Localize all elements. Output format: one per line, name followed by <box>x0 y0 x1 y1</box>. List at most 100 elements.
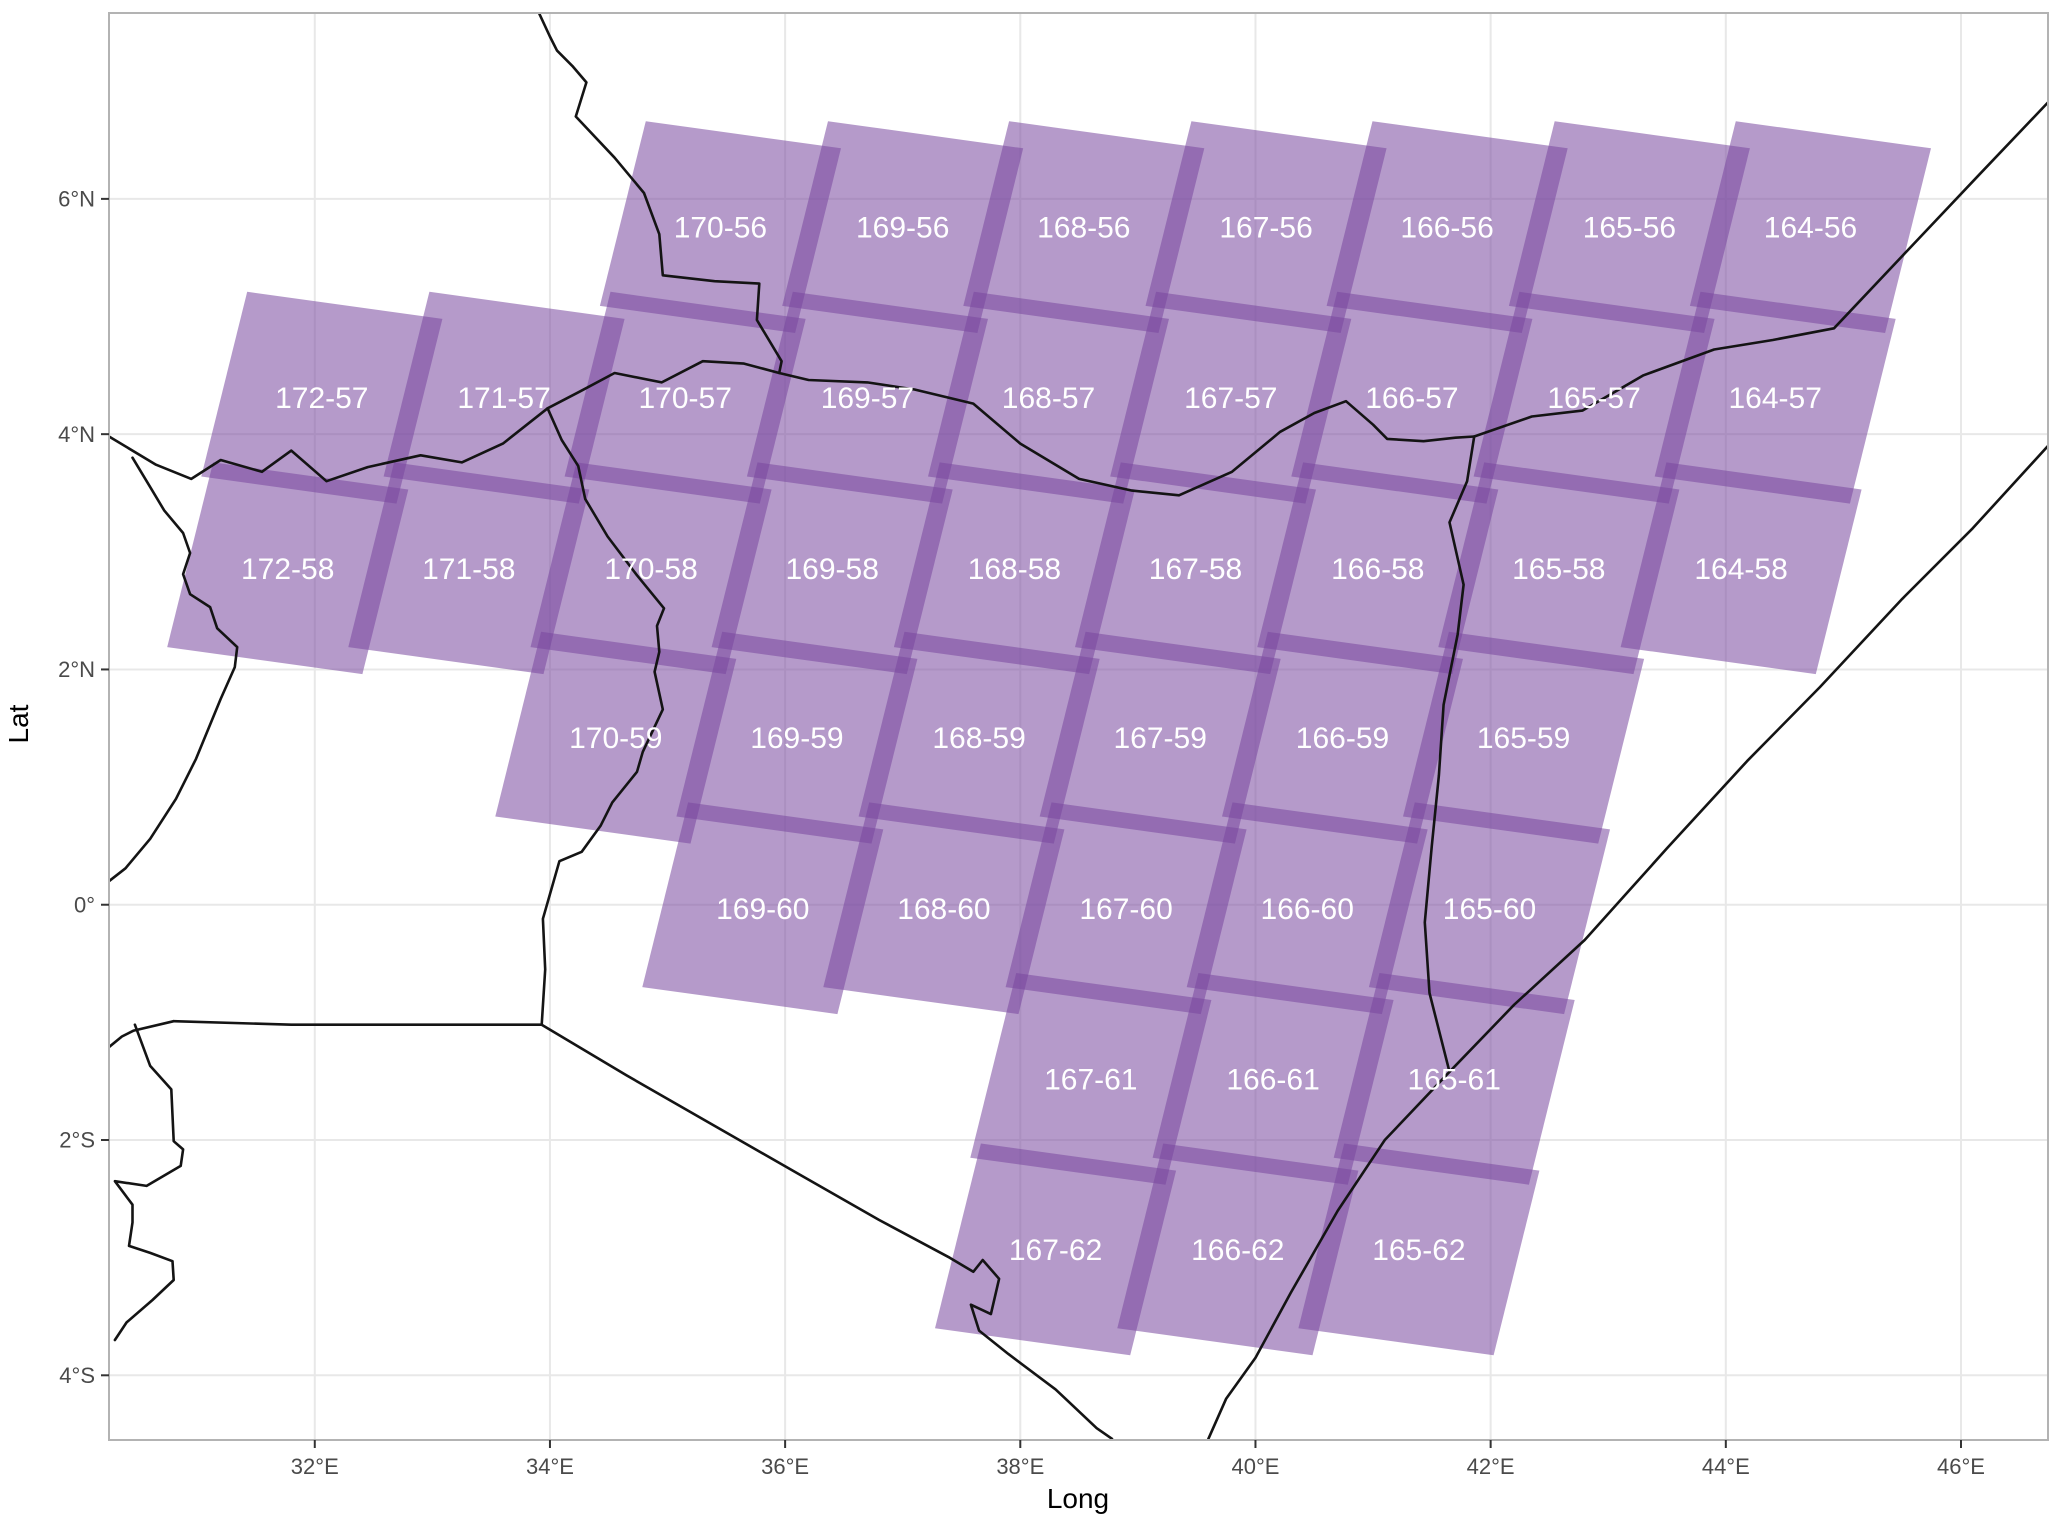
tile-166-61 <box>1152 973 1394 1185</box>
tile-171-57 <box>383 291 625 504</box>
tile-label-170-57: 170-57 <box>638 382 731 415</box>
tile-166-60 <box>1186 802 1428 1015</box>
country-borders <box>109 13 2048 1440</box>
tile-label-165-61: 165-61 <box>1407 1063 1500 1096</box>
tile-168-56 <box>963 121 1205 333</box>
tile-167-57 <box>1110 291 1352 504</box>
tile-label-172-58: 172-58 <box>241 553 334 586</box>
tile-167-56 <box>1145 121 1387 333</box>
x-axis: 32°E 34°E 36°E 38°E 40°E 42°E 44°E 46°E <box>291 1440 1985 1479</box>
border-kenya_uganda <box>540 406 666 1026</box>
tile-170-58 <box>530 462 772 675</box>
tile-label-170-56: 170-56 <box>674 212 767 245</box>
tile-label-167-58: 167-58 <box>1149 553 1242 586</box>
tile-label-167-56: 167-56 <box>1219 212 1312 245</box>
tile-168-59 <box>858 631 1100 844</box>
tile-label-166-62: 166-62 <box>1191 1234 1284 1267</box>
border-rwanda_uganda <box>109 1019 175 1049</box>
x-tick-label-44: 44°E <box>1702 1454 1750 1479</box>
tile-label-168-57: 168-57 <box>1002 382 1095 415</box>
tile-label-169-59: 169-59 <box>750 722 843 755</box>
y-tick-label--2: 2°S <box>59 1128 95 1153</box>
tile-169-58 <box>711 462 953 675</box>
tile-166-58 <box>1257 462 1499 675</box>
tile-165-57 <box>1473 291 1715 504</box>
tile-label-167-57: 167-57 <box>1184 382 1277 415</box>
tile-166-56 <box>1326 121 1568 333</box>
border-coastline <box>1207 444 2048 1440</box>
tile-167-62 <box>935 1143 1177 1356</box>
tile-165-60 <box>1368 802 1610 1015</box>
tile-167-61 <box>970 973 1212 1185</box>
tile-164-58 <box>1620 462 1862 675</box>
x-tick-label-42: 42°E <box>1467 1454 1515 1479</box>
tile-label-166-57: 166-57 <box>1365 382 1458 415</box>
tile-170-59 <box>495 631 737 844</box>
tile-168-60 <box>823 802 1065 1015</box>
tile-169-57 <box>746 291 988 504</box>
tile-label-167-59: 167-59 <box>1113 722 1206 755</box>
tile-167-60 <box>1005 802 1247 1015</box>
tile-label-168-56: 168-56 <box>1037 212 1130 245</box>
tile-label-165-62: 165-62 <box>1372 1234 1465 1267</box>
tile-label-171-58: 171-58 <box>422 553 515 586</box>
tile-label-165-56: 165-56 <box>1583 212 1676 245</box>
tile-169-60 <box>642 802 884 1015</box>
y-tick-label-4: 4°N <box>58 422 95 447</box>
tile-label-167-60: 167-60 <box>1079 893 1172 926</box>
x-tick-label-36: 36°E <box>761 1454 809 1479</box>
y-tick-label--4: 4°S <box>59 1363 95 1388</box>
tile-label-165-60: 165-60 <box>1443 893 1536 926</box>
tile-167-58 <box>1075 462 1316 675</box>
tile-169-59 <box>676 631 918 844</box>
tile-label-168-59: 168-59 <box>932 722 1025 755</box>
tile-label-165-57: 165-57 <box>1547 382 1640 415</box>
x-tick-label-34: 34°E <box>526 1454 574 1479</box>
landsat-tiles <box>167 121 1931 1356</box>
tile-166-62 <box>1117 1143 1359 1356</box>
panel-border <box>108 12 2049 1441</box>
tile-168-57 <box>928 291 1169 504</box>
y-axis-title: Lat <box>3 704 34 743</box>
tile-label-166-59: 166-59 <box>1296 722 1389 755</box>
tile-label-164-58: 164-58 <box>1694 553 1787 586</box>
tile-label-169-56: 169-56 <box>856 212 949 245</box>
tile-label-166-61: 166-61 <box>1226 1063 1319 1096</box>
x-tick-label-46: 46°E <box>1937 1454 1985 1479</box>
tile-171-58 <box>348 462 590 675</box>
tile-label-170-58: 170-58 <box>604 553 697 586</box>
tile-170-56 <box>599 121 841 333</box>
tile-label-165-59: 165-59 <box>1477 722 1570 755</box>
x-tick-label-40: 40°E <box>1231 1454 1279 1479</box>
border-kenya_somalia <box>1423 435 1476 1074</box>
tile-172-58 <box>167 462 409 675</box>
tile-label-169-57: 169-57 <box>821 382 914 415</box>
border-ethiopia_somalia <box>1472 101 2048 438</box>
y-tick-label-6: 6°N <box>58 187 95 212</box>
tile-164-56 <box>1689 121 1931 333</box>
tile-165-56 <box>1508 121 1750 333</box>
tile-165-62 <box>1298 1143 1540 1356</box>
tile-168-58 <box>893 462 1135 675</box>
tile-label-167-62: 167-62 <box>1009 1234 1102 1267</box>
tile-label-166-56: 166-56 <box>1400 212 1493 245</box>
tile-label-165-58: 165-58 <box>1512 553 1605 586</box>
x-axis-title: Long <box>1047 1483 1109 1514</box>
tile-label-166-58: 166-58 <box>1331 553 1424 586</box>
tile-label-164-57: 164-57 <box>1728 382 1821 415</box>
tile-166-59 <box>1222 631 1463 844</box>
tile-164-57 <box>1654 291 1896 504</box>
border-rwanda_burundi_tanzania <box>113 1023 185 1342</box>
border-ssudan_ethiopia <box>537 13 783 375</box>
tile-165-59 <box>1403 631 1645 844</box>
tile-169-56 <box>782 121 1024 333</box>
border-kenya_tanzania <box>540 1023 1114 1440</box>
y-tick-label-2: 2°N <box>58 657 95 682</box>
tile-label-164-56: 164-56 <box>1764 212 1857 245</box>
tile-167-59 <box>1039 631 1281 844</box>
tile-label-168-58: 168-58 <box>968 553 1061 586</box>
tile-label-171-57: 171-57 <box>457 382 550 415</box>
tile-label-167-61: 167-61 <box>1044 1063 1137 1096</box>
x-tick-label-32: 32°E <box>291 1454 339 1479</box>
